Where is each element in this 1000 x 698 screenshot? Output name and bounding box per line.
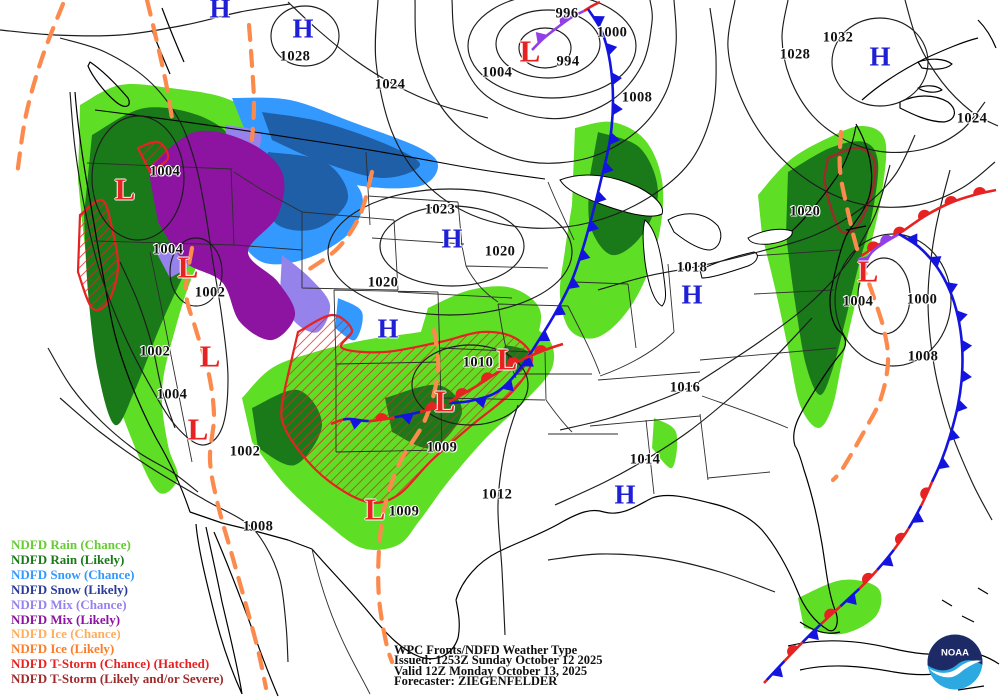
caption-issued: Issued: 1253Z Sunday October 12 2025 (394, 653, 603, 668)
isobar-line (59, 397, 289, 663)
isobar-line (495, 9, 601, 79)
isobar-line (927, 169, 993, 521)
isobar-line (59, 37, 229, 446)
noaa-bird-icon (929, 660, 982, 678)
occluded-front (856, 232, 900, 278)
lake-superior (559, 174, 664, 217)
cold-front (898, 232, 973, 483)
isobar-line (411, 344, 529, 426)
noaa-logo: NOAA (927, 634, 983, 690)
isobar-line (0, 3, 291, 37)
warm-front (448, 342, 564, 404)
isobar-line (47, 347, 199, 493)
isobar-line (327, 188, 573, 316)
isobar-line (169, 237, 223, 307)
legend-item: NDFD Mix (Chance) (11, 596, 127, 612)
lake-michigan (642, 219, 666, 307)
trough-line (830, 129, 891, 483)
legend-item: NDFD T-Storm (Likely and/or Severe) (11, 671, 224, 687)
isobar-line (727, 0, 996, 208)
lake-ontario (747, 228, 793, 245)
occluded-front (531, 9, 585, 51)
isobar-line (834, 233, 952, 367)
isobar-line (559, 164, 891, 431)
cold-front (448, 8, 623, 409)
stationary-front (763, 481, 934, 684)
trough-line (144, 0, 176, 128)
isobar-line (467, 0, 637, 99)
area-tstorm_likely (822, 146, 877, 235)
legend-item: NDFD Rain (Likely) (11, 551, 125, 567)
troughs-layer (14, 0, 891, 691)
legend-item: NDFD Mix (Likely) (11, 611, 121, 627)
legend: NDFD Rain (Chance) NDFD Rain (Likely) NDFD… (11, 537, 224, 687)
isobar-line (518, 27, 572, 69)
legend-item: NDFD Rain (Chance) (11, 537, 131, 552)
isobar-line (119, 261, 176, 429)
lake-huron (667, 213, 722, 251)
caption-valid: Valid 12Z Monday October 13, 2025 (394, 663, 588, 678)
trough-line (302, 169, 375, 275)
trough-line (376, 327, 441, 665)
great-lakes (559, 174, 793, 307)
trough-line (14, 1, 66, 178)
isobar-line (547, 553, 776, 593)
isobar-line (904, 0, 999, 127)
isobars-layer (0, 0, 999, 663)
isobar-line (497, 404, 519, 636)
isobar-line (287, 1, 489, 119)
area-rain_chance (652, 418, 678, 469)
isobar-line (451, 0, 653, 120)
isobar-line (379, 205, 525, 287)
caption-forecaster: Forecaster: ZIEGENFELDER (394, 674, 558, 689)
state-borders (86, 151, 841, 695)
lake-erie (699, 251, 758, 279)
isobar-line (554, 317, 813, 506)
legend-item: NDFD T-Storm (Chance) (Hatched) (11, 656, 210, 672)
area-tstorm_chance (280, 313, 534, 504)
trough-line (183, 245, 269, 691)
area-tstorm_chance (76, 198, 120, 312)
basemap-layer (74, 7, 1000, 697)
fronts-layer (330, 0, 997, 684)
area-tstorm_chance (136, 140, 170, 174)
isobar-line (781, 0, 986, 154)
isobar-line (270, 5, 340, 67)
trough-line (246, 22, 257, 143)
stationary-front (330, 402, 446, 430)
legend-item: NDFD Snow (Chance) (11, 566, 135, 582)
legend-item: NDFD Ice (Chance) (11, 626, 121, 642)
noaa-logo-icon: NOAA (927, 634, 983, 690)
caption-title: WPC Fronts/NDFD Weather Type (394, 643, 578, 657)
legend-item: NDFD Snow (Likely) (11, 581, 129, 597)
map-caption: WPC Fronts/NDFD Weather Type Issued: 125… (394, 643, 603, 689)
warm-front (583, 0, 601, 13)
isobar-line (374, 0, 717, 229)
area-mix_likely (148, 130, 296, 341)
warm-front (860, 187, 997, 258)
area-rain_likely (786, 141, 879, 396)
isobar-line (414, 0, 677, 164)
legend-item: NDFD Ice (Likely) (11, 641, 115, 657)
noaa-logo-text: NOAA (941, 647, 969, 658)
isobar-line (597, 134, 916, 291)
isobar-line (91, 115, 185, 241)
